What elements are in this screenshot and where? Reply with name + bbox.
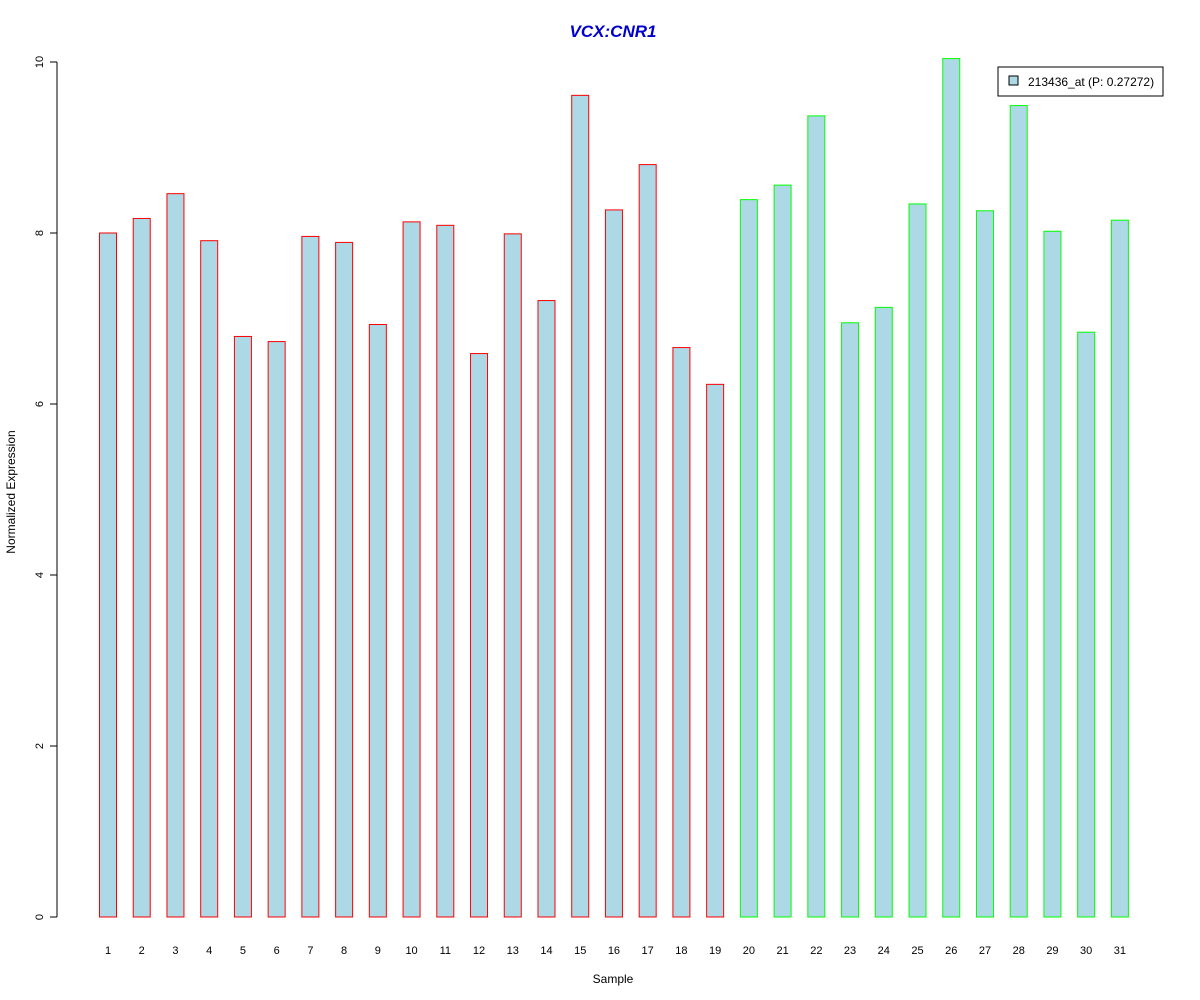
bar — [436, 224, 455, 918]
chart-title: VCX:CNR1 — [570, 22, 657, 41]
y-axis: 0 2 4 6 8 10 — [34, 56, 58, 920]
y-tick-label: 4 — [34, 572, 46, 578]
y-tick-label: 6 — [34, 401, 46, 407]
x-tick-label: 24 — [878, 945, 890, 957]
legend-box — [997, 66, 1164, 97]
bar — [1077, 331, 1096, 918]
x-tick-label: 3 — [172, 945, 178, 957]
x-tick-label: 15 — [574, 945, 586, 957]
x-tick-label: 2 — [139, 945, 145, 957]
bar — [942, 58, 961, 918]
bar — [537, 300, 556, 918]
y-tick-label: 8 — [34, 230, 46, 236]
x-tick-label: 13 — [507, 945, 519, 957]
bar — [773, 184, 792, 918]
x-tick-label: 29 — [1046, 945, 1058, 957]
bar — [604, 209, 623, 918]
bar — [1009, 105, 1028, 918]
bar — [233, 335, 252, 918]
bar — [975, 210, 994, 918]
bar — [267, 341, 286, 918]
y-axis-label: Normalized Expression — [4, 430, 18, 553]
x-tick-label: 17 — [642, 945, 654, 957]
bar — [739, 199, 758, 918]
bar — [874, 306, 893, 918]
x-tick-label: 1 — [105, 945, 111, 957]
bar — [368, 323, 387, 918]
x-tick-label: 4 — [206, 945, 212, 957]
bar — [402, 221, 421, 918]
x-tick-label: 6 — [274, 945, 280, 957]
x-tick-label: 23 — [844, 945, 856, 957]
bar — [1043, 230, 1062, 918]
y-tick-label: 10 — [34, 56, 46, 68]
bar — [571, 94, 590, 918]
x-tick-label: 10 — [405, 945, 417, 957]
y-tick-label: 0 — [34, 914, 46, 920]
x-tick-label: 12 — [473, 945, 485, 957]
bar — [200, 240, 219, 918]
x-tick-label: 31 — [1114, 945, 1126, 957]
bar — [99, 232, 117, 918]
x-tick-label: 19 — [709, 945, 721, 957]
x-tick-label: 7 — [307, 945, 313, 957]
bar — [706, 383, 725, 918]
legend-label: 213436_at (P: 0.27272) — [1028, 75, 1154, 89]
x-tick-label: 27 — [979, 945, 991, 957]
bar — [470, 353, 489, 918]
x-tick-label: 26 — [945, 945, 957, 957]
bar — [335, 241, 354, 918]
x-tick-label: 5 — [240, 945, 246, 957]
x-tick-label: 18 — [675, 945, 687, 957]
x-tick-label: 28 — [1013, 945, 1025, 957]
bar — [1110, 219, 1129, 918]
bar — [672, 347, 691, 918]
bar — [132, 217, 151, 918]
bars — [99, 58, 1129, 918]
bar — [908, 203, 927, 918]
bar — [301, 235, 320, 918]
x-tick-label: 25 — [911, 945, 923, 957]
bar — [807, 115, 826, 918]
y-tick-label: 2 — [34, 743, 46, 749]
legend-swatch — [1008, 75, 1019, 86]
bar — [166, 193, 185, 918]
x-tick-label: 14 — [540, 945, 552, 957]
x-tick-label: 22 — [810, 945, 822, 957]
x-axis: 1 2 3 4 5 6 7 8 9 10 11 12 13 14 15 16 17 18 19 20 21 22 23 24 2… — [105, 945, 1126, 957]
x-tick-label: 8 — [341, 945, 347, 957]
x-tick-label: 21 — [776, 945, 788, 957]
x-tick-label: 9 — [375, 945, 381, 957]
legend: 213436_at (P: 0.27272) — [997, 66, 1164, 97]
bar — [841, 322, 860, 918]
bar — [638, 164, 657, 918]
x-tick-label: 11 — [440, 945, 451, 957]
bar — [503, 233, 522, 918]
x-tick-label: 20 — [743, 945, 755, 957]
x-axis-label: Sample — [593, 972, 634, 986]
x-tick-label: 16 — [608, 945, 620, 957]
x-tick-label: 30 — [1080, 945, 1092, 957]
